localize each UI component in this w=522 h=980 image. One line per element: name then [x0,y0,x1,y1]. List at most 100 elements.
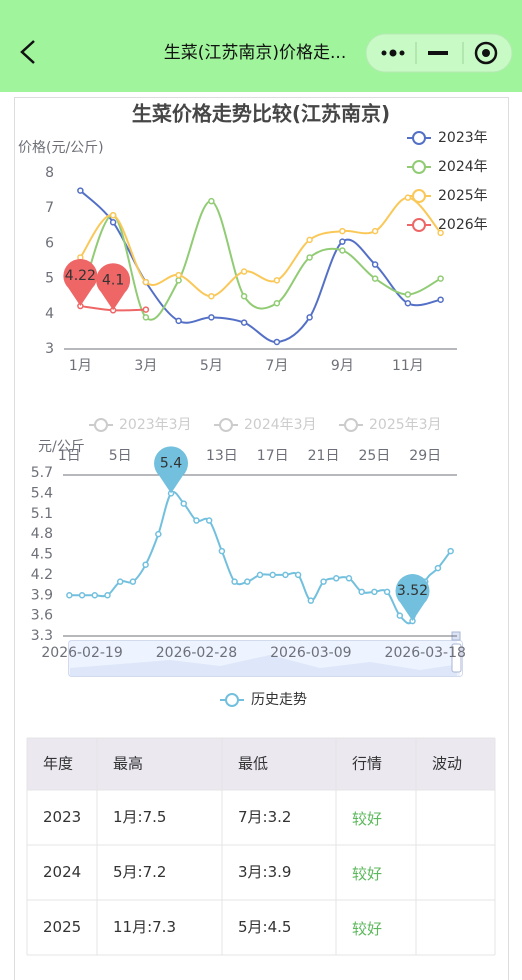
mark-pin [395,574,430,622]
data-point [307,597,315,604]
data-point [273,338,281,346]
data-point [437,275,444,282]
x-tick-label: 3月 [134,358,157,374]
mark-pin-label: 3.52 [397,583,428,599]
legend-icon [412,218,426,232]
table-header: 年度 [43,755,73,773]
y-tick-label: 3.9 [31,587,53,603]
table-cell: 2025 [43,918,81,936]
data-point [155,530,162,538]
data-point [116,578,124,585]
legend-item-inactive[interactable]: 2025年3月 [339,417,442,433]
legend-icon [94,418,108,432]
table-cell: 7月:3.2 [238,808,291,826]
nav-title: 生菜(江苏南京)价格走... [164,43,346,63]
data-point [339,238,346,245]
data-point [109,211,117,219]
mark-pin [63,259,98,307]
data-point [294,571,302,579]
data-point [175,271,182,279]
minimize-button[interactable] [428,51,448,55]
data-point [109,219,117,226]
data-point [205,517,213,524]
legend-icon [412,189,426,203]
legend-icon [225,693,239,707]
legend-item[interactable]: 2024年 [407,159,488,175]
table-cell: 2024 [43,863,81,881]
legend-item[interactable]: 2026年 [407,217,488,233]
data-point [142,306,150,313]
y-axis-label: 元/公斤 [38,439,85,455]
legend-label: 2023年 [438,130,488,146]
data-point [434,564,442,572]
y-tick-label: 5.7 [31,465,53,481]
legend-icon [219,418,233,432]
table-header: 最高 [113,755,143,773]
y-tick-label: 3 [45,341,54,357]
legend-label: 2025年 [438,188,488,204]
data-point [447,547,454,555]
data-point [208,292,215,300]
legend-icon [412,160,426,174]
table-trend: 较好 [352,865,382,883]
close-button[interactable] [474,41,498,65]
data-point [218,547,226,555]
table-header-bg [27,738,495,790]
legend-item[interactable]: 2023年 [407,130,488,146]
chart-title: 生菜价格走势比较(江苏南京) [132,102,390,126]
y-tick-label: 8 [45,165,54,181]
legend-label: 2025年3月 [369,417,442,433]
table-cell: 5月:7.2 [113,863,166,881]
y-tick-label: 3.3 [31,628,53,644]
data-point [371,275,379,282]
data-point [371,588,378,596]
data-point [129,578,137,585]
data-point [240,268,248,275]
x2-tick-label: 13日 [206,448,238,464]
y-tick-label: 5.4 [31,485,53,501]
legend-item[interactable]: 历史走势 [220,692,307,708]
x-tick-label: 2026-03-18 [385,645,466,661]
y-tick-label: 5.1 [31,506,53,522]
x2-tick-label: 5日 [109,448,132,464]
table-header: 最低 [238,755,268,773]
data-point [437,296,444,303]
y-tick-label: 6 [45,235,54,251]
data-point [256,571,264,579]
data-point [78,592,86,599]
legend-item-inactive[interactable]: 2024年3月 [214,417,317,433]
data-point [306,236,313,244]
table-trend: 较好 [352,920,382,938]
data-point [244,578,251,585]
data-point [180,500,187,507]
data-point [142,278,150,286]
legend-item[interactable]: 2025年 [407,188,488,204]
data-zoom[interactable] [68,631,463,677]
data-point [77,187,84,194]
mark-pin-label: 5.4 [160,455,182,471]
legend-item-inactive[interactable]: 2023年3月 [89,417,192,433]
x2-tick-label: 1日 [58,448,81,464]
data-point [333,575,340,582]
data-point [273,299,281,307]
data-point [142,314,150,321]
x2-tick-label: 17日 [257,448,289,464]
table-cell: 2023 [43,808,81,826]
data-point [306,314,313,321]
data-point [208,197,215,205]
table-cell: 5月:4.5 [238,918,291,936]
card [14,97,509,980]
more-button[interactable] [381,49,405,57]
data-point [358,588,365,596]
data-point [208,314,215,321]
data-point [320,578,327,585]
y-tick-label: 3.6 [31,608,53,624]
back-button[interactable] [20,40,35,64]
legend-label: 历史走势 [251,692,307,708]
data-point [404,299,412,307]
y-tick-label: 4.8 [31,526,53,542]
mark-pin-label: 4.1 [102,272,124,288]
legend-label: 2023年3月 [119,417,192,433]
